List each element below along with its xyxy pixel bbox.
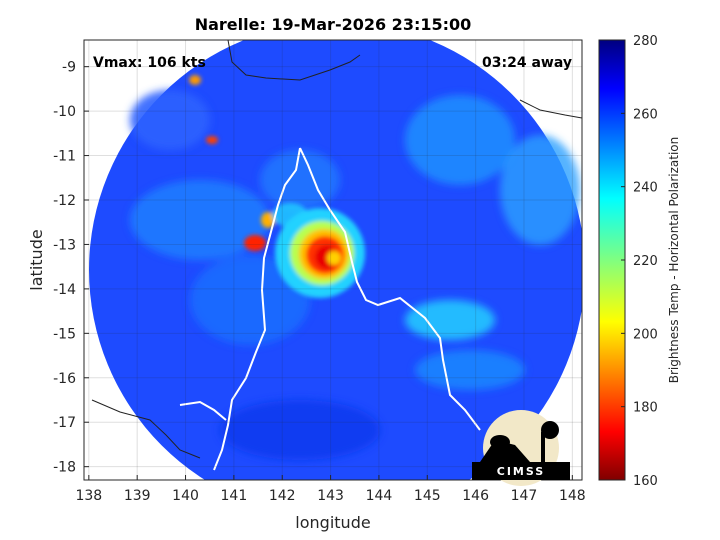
coastline-outside [91,40,582,459]
y-tick-label: -15 [53,326,76,342]
vmax-annotation: Vmax: 106 kts [93,55,206,71]
y-tick-label: -16 [53,371,76,387]
colorbar-label: Brightness Temp - Horizontal Polarizatio… [667,137,681,384]
colorbar-tick-label: 180 [633,401,658,416]
y-axis-label: latitude [27,229,46,290]
x-tick-labels: 138 139 140 141 142 143 144 145 146 147 148 [75,488,585,504]
y-tick-labels: -9 -10 -11 -12 -13 -14 -15 -16 -17 -18 [53,60,76,476]
cimss-logo-text: CIMSS [497,465,545,478]
grid [84,40,582,480]
storm-core [189,75,365,298]
heatmap [89,40,582,480]
y-tick-label: -18 [53,460,76,476]
colorbar-tick-label: 200 [633,327,658,342]
x-tick-label: 140 [172,488,199,504]
x-tick-label: 146 [462,488,489,504]
swath-texture [130,90,580,460]
x-tick-label: 147 [511,488,538,504]
y-tick-label: -9 [62,60,76,76]
x-tick-label: 138 [75,488,102,504]
x-tick-label: 142 [269,488,296,504]
x-axis-label: longitude [295,513,370,532]
colorbar-tick-label: 220 [633,254,658,269]
chart-title: Narelle: 19-Mar-2026 23:15:00 [195,15,472,34]
x-tick-label: 145 [414,488,441,504]
colorbar-tick-label: 280 [633,34,658,49]
y-tick-label: -11 [53,149,76,165]
colorbar-tick-label: 160 [633,474,658,489]
y-tick-label: -14 [53,282,76,298]
y-tick-label: -17 [53,415,76,431]
cimss-logo: CIMSS [472,410,570,486]
x-tick-label: 139 [124,488,151,504]
colorbar [598,39,626,481]
colorbar-tick-labels: 160 180 200 220 240 260 280 [621,34,658,489]
time-away-annotation: 03:24 away [482,55,572,71]
colorbar-tick-label: 260 [633,107,658,122]
y-tick-label: -10 [53,104,76,120]
y-tick-label: -12 [53,193,76,209]
colorbar-tick-label: 240 [633,181,658,196]
x-tick-label: 141 [221,488,248,504]
y-tick-label: -13 [53,237,76,253]
x-tick-label: 144 [366,488,393,504]
x-tick-label: 143 [317,488,344,504]
plot-frame [83,39,583,481]
x-tick-label: 148 [559,488,586,504]
coastline [179,147,481,471]
